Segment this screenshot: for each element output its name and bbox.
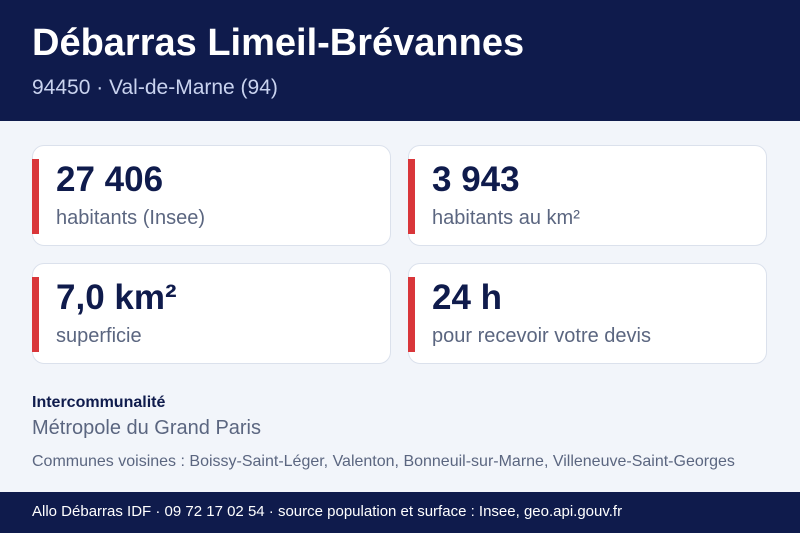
stat-value: 27 406 [56,160,164,199]
stat-card-area: 7,0 km² superficie [32,263,391,364]
stat-label: pour recevoir votre devis [432,325,651,347]
accent-bar [32,277,39,352]
footer-bar: Allo Débarras IDF · 09 72 17 02 54 · sou… [0,492,800,533]
page-subtitle: 94450 · Val-de-Marne (94) [32,76,278,99]
stat-label: superficie [56,325,142,347]
accent-bar [408,277,415,352]
page-title: Débarras Limeil-Brévannes [32,22,525,64]
footer-text: Allo Débarras IDF · 09 72 17 02 54 · sou… [32,503,623,520]
stat-value: 24 h [432,278,503,317]
stat-value: 7,0 km² [56,278,177,317]
neighboring-communes: Communes voisines : Boissy-Saint-Léger, … [32,453,735,470]
accent-bar [32,159,39,234]
stat-card-population: 27 406 habitants (Insee) [32,145,391,246]
stat-label: habitants (Insee) [56,207,205,229]
intercommunalite-value: Métropole du Grand Paris [32,417,262,439]
stat-card-density: 3 943 habitants au km² [408,145,767,246]
intercommunalite-heading: Intercommunalité [32,394,166,411]
stat-label: habitants au km² [432,207,580,229]
accent-bar [408,159,415,234]
stat-card-quote-delay: 24 h pour recevoir votre devis [408,263,767,364]
stat-value: 3 943 [432,160,520,199]
header-banner: Débarras Limeil-Brévannes 94450 · Val-de… [0,0,800,121]
